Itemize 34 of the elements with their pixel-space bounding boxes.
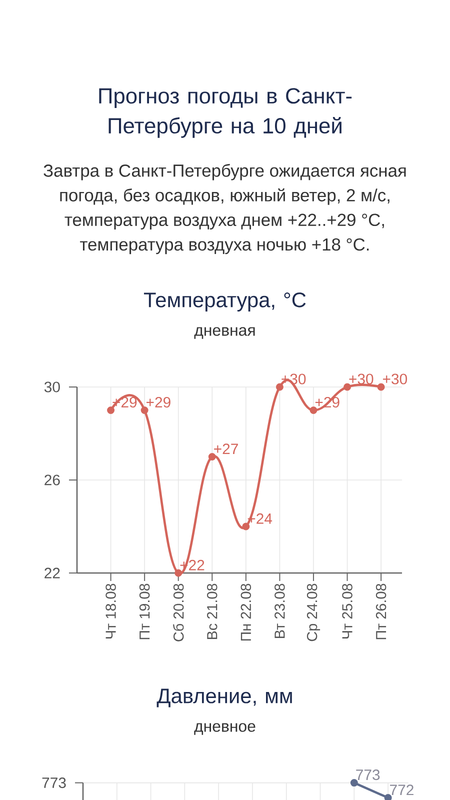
text: Прогноз погоды в Санкт-Петербурге на 10 дней — [99, 88, 352, 138]
chart-title: Температура, °C — [144, 292, 306, 312]
point — [310, 406, 318, 414]
x-tick-label: Чт 18.08 — [106, 584, 116, 638]
y-tick-label: 26 — [44, 474, 60, 486]
data-label: +30 — [382, 374, 408, 384]
data-label: 773 — [356, 770, 380, 780]
data-label: +29 — [146, 396, 170, 408]
chart-subtitle: дневная — [194, 327, 255, 339]
x-tick-label: Пт 26.08 — [376, 584, 386, 640]
x-tick-label: Сб 20.08 — [172, 584, 184, 642]
data-label: +27 — [214, 444, 238, 454]
x-tick-label: Вт 23.08 — [274, 584, 285, 638]
point — [276, 383, 284, 391]
x-tick-label: Ср 24.08 — [306, 584, 320, 642]
point — [344, 383, 352, 391]
y-tick-label: 30 — [44, 382, 60, 392]
point — [377, 383, 385, 391]
text: Завтра в Санкт-Петербурге ожидается ясная погода, без осадков, южный ветер, 2 м/с, температура воздуха днем +22..+29 °C, температура воздуха ночью +18 °C. — [44, 164, 406, 254]
data-label: 772 — [390, 784, 414, 796]
x-tick-label: Пт 19.08 — [139, 584, 150, 640]
point — [174, 569, 182, 577]
x-tick-label: Чт 25.08 — [342, 584, 352, 638]
point — [242, 522, 250, 530]
point — [140, 406, 148, 414]
y-tick-label: 22 — [44, 568, 60, 578]
point — [208, 452, 216, 460]
chart-title: Давление, мм — [156, 688, 292, 708]
x-tick-label: Вс 21.08 — [207, 584, 218, 640]
x-tick-label: Пн 22.08 — [240, 584, 252, 641]
text: 773 — [42, 777, 66, 788]
chart-subtitle: дневное — [194, 723, 256, 735]
point — [107, 406, 115, 414]
data-label: +30 — [349, 374, 374, 384]
